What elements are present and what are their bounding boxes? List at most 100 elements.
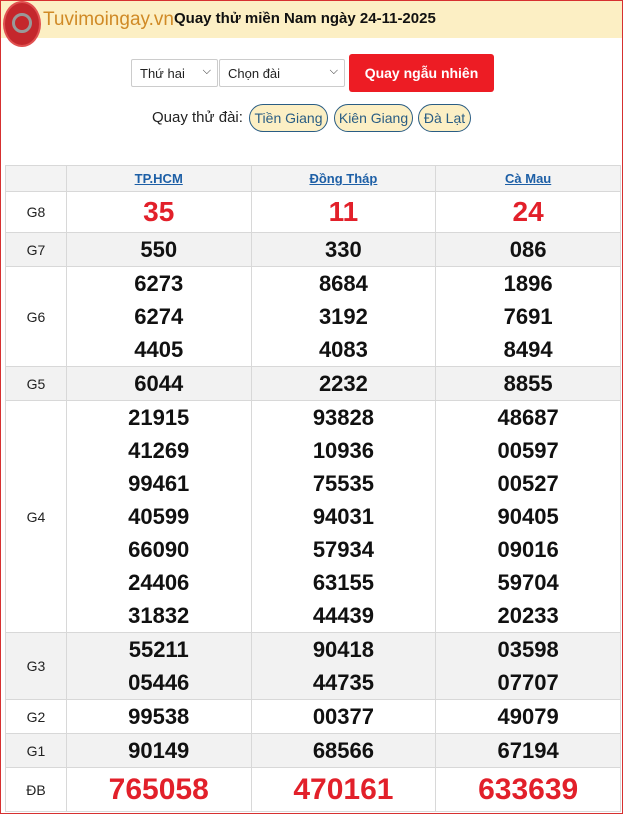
prize-number: 05446 xyxy=(128,670,190,695)
prize-cell: 49079 xyxy=(435,699,621,734)
table-row: G3 55211 05446 90418 44735 03598 07707 xyxy=(5,632,621,700)
prize-number: 99461 xyxy=(128,471,190,496)
prize-number: 67194 xyxy=(497,738,559,763)
prize-cell: 2232 xyxy=(250,366,437,401)
station-pill-tien-giang[interactable]: Tiền Giang xyxy=(249,104,328,132)
prize-cell: 21915 41269 99461 40599 66090 24406 31832 xyxy=(65,400,252,633)
prize-number: 633639 xyxy=(478,773,579,806)
column-link[interactable]: Đồng Tháp xyxy=(309,171,378,186)
prize-number: 59704 xyxy=(497,570,559,595)
prize-cell: 470161 xyxy=(250,767,437,812)
brand-name[interactable]: Tuvimoingay.vn xyxy=(43,9,174,30)
prize-number: 40599 xyxy=(128,504,190,529)
prize-number: 24406 xyxy=(128,570,190,595)
prize-number: 00527 xyxy=(497,471,559,496)
prize-number: 1896 xyxy=(503,271,553,296)
prize-label: G8 xyxy=(5,191,67,233)
prize-number: 00597 xyxy=(497,438,559,463)
prize-number: 470161 xyxy=(293,773,394,806)
prize-number: 24 xyxy=(512,196,544,227)
table-header: TP.HCM Đồng Tháp Cà Mau xyxy=(5,165,621,192)
prize-number: 20233 xyxy=(497,603,559,628)
table-row: G2 99538 00377 49079 xyxy=(5,699,621,734)
prize-number: 90149 xyxy=(128,738,190,763)
station-select-value: Chọn đài xyxy=(228,66,281,81)
prize-cell: 11 xyxy=(250,191,437,233)
prize-cell: 93828 10936 75535 94031 57934 63155 44439 xyxy=(250,400,437,633)
prize-number: 35 xyxy=(143,196,175,227)
column-link[interactable]: Cà Mau xyxy=(505,171,552,186)
prize-number: 49079 xyxy=(497,704,559,729)
prize-number: 57934 xyxy=(312,537,374,562)
prize-number: 7691 xyxy=(503,304,553,329)
prize-number: 90405 xyxy=(497,504,559,529)
prize-number: 44735 xyxy=(312,670,374,695)
prize-number: 550 xyxy=(140,237,178,262)
logo[interactable] xyxy=(3,1,41,47)
prize-cell: 48687 00597 00527 90405 09016 59704 20233 xyxy=(435,400,621,633)
prize-number: 07707 xyxy=(497,670,559,695)
quick-spin-label: Quay thử đài: xyxy=(152,109,243,126)
prize-label: G7 xyxy=(5,232,67,267)
prize-cell: 35 xyxy=(65,191,252,233)
station-pill-da-lat[interactable]: Đà Lạt xyxy=(418,104,471,132)
random-spin-button[interactable]: Quay ngẫu nhiên xyxy=(349,54,494,92)
prize-number: 09016 xyxy=(497,537,559,562)
prize-cell: 55211 05446 xyxy=(65,632,252,700)
prize-number: 3192 xyxy=(318,304,368,329)
prize-number: 6044 xyxy=(134,371,184,396)
prize-cell: 67194 xyxy=(435,733,621,768)
chevron-down-icon: ⌵ xyxy=(329,65,338,77)
prize-number: 2232 xyxy=(318,371,368,396)
table-row: G1 90149 68566 67194 xyxy=(5,733,621,768)
prize-label: G1 xyxy=(5,733,67,768)
prize-number: 765058 xyxy=(108,773,209,806)
prize-cell: 1896 7691 8494 xyxy=(435,266,621,367)
prize-number: 94031 xyxy=(312,504,374,529)
prize-label: G6 xyxy=(5,266,67,367)
prize-cell: 00377 xyxy=(250,699,437,734)
day-select[interactable]: Thứ hai ⌵ xyxy=(131,59,218,87)
prize-cell: 765058 xyxy=(65,767,252,812)
prize-number: 66090 xyxy=(128,537,190,562)
prize-number: 21915 xyxy=(128,405,190,430)
prize-number: 11 xyxy=(328,196,359,227)
prize-number: 44439 xyxy=(312,603,374,628)
station-pill-kien-giang[interactable]: Kiên Giang xyxy=(334,104,413,132)
prize-number: 31832 xyxy=(128,603,190,628)
results-table: TP.HCM Đồng Tháp Cà Mau G8 35 11 24 G7 550 330 08… xyxy=(5,165,621,812)
station-select[interactable]: Chọn đài ⌵ xyxy=(219,59,345,87)
prize-cell: 90149 xyxy=(65,733,252,768)
prize-number: 68566 xyxy=(312,738,374,763)
chevron-down-icon: ⌵ xyxy=(202,65,211,77)
prize-cell: 086 xyxy=(435,232,621,267)
table-row: G6 6273 6274 4405 8684 3192 4083 1896 7691 8494 xyxy=(5,266,621,367)
page-title: Quay thử miền Nam ngày 24-11-2025 xyxy=(174,10,436,27)
prize-number: 10936 xyxy=(312,438,374,463)
prize-cell: 90418 44735 xyxy=(250,632,437,700)
prize-number: 8684 xyxy=(318,271,368,296)
prize-number: 41269 xyxy=(128,438,190,463)
header: Tuvimoingay.vn Quay thử miền Nam ngày 24… xyxy=(1,1,622,47)
prize-label: G5 xyxy=(5,366,67,401)
prize-label: G4 xyxy=(5,400,67,633)
table-row: G7 550 330 086 xyxy=(5,232,621,267)
table-row: G5 6044 2232 8855 xyxy=(5,366,621,401)
prize-number: 90418 xyxy=(312,637,374,662)
prize-cell: 03598 07707 xyxy=(435,632,621,700)
table-row: G4 21915 41269 99461 40599 66090 24406 31832 938… xyxy=(5,400,621,633)
prize-number: 75535 xyxy=(312,471,374,496)
prize-cell: 8684 3192 4083 xyxy=(250,266,437,367)
prize-number: 93828 xyxy=(312,405,374,430)
prize-cell: 99538 xyxy=(65,699,252,734)
column-link[interactable]: TP.HCM xyxy=(134,171,183,186)
prize-cell: 24 xyxy=(435,191,621,233)
prize-cell: 8855 xyxy=(435,366,621,401)
prize-number: 4083 xyxy=(318,337,368,362)
prize-cell: 6273 6274 4405 xyxy=(65,266,252,367)
table-row: G8 35 11 24 xyxy=(5,191,621,233)
prize-number: 63155 xyxy=(312,570,374,595)
prize-number: 6273 xyxy=(134,271,184,296)
logo-mark xyxy=(12,13,32,33)
prize-number: 55211 xyxy=(128,637,189,662)
